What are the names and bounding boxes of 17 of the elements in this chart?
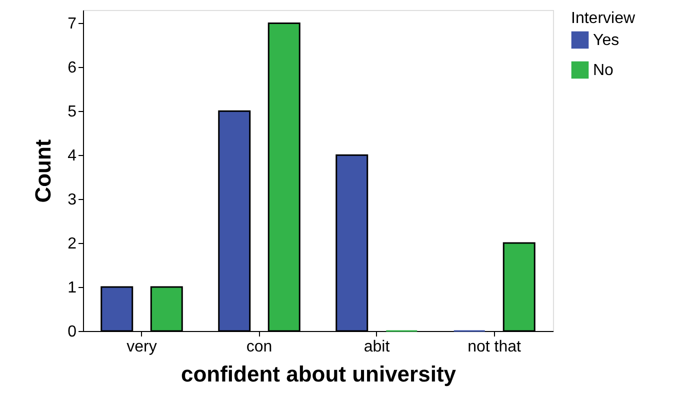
y-tick-label: 3 — [68, 192, 77, 209]
y-tick-label: 1 — [68, 280, 77, 297]
x-tick-label: very — [126, 338, 157, 356]
legend-label: No — [593, 62, 614, 79]
y-tick-label: 7 — [68, 16, 77, 33]
y-tick-label: 5 — [68, 104, 77, 121]
y-tick-label: 4 — [68, 148, 77, 165]
legend-title: Interview — [571, 10, 636, 27]
y-tick-label: 0 — [68, 324, 77, 340]
legend-label: Yes — [593, 32, 620, 49]
y-axis-title: Count — [30, 138, 56, 203]
y-tick-label: 6 — [68, 60, 77, 77]
y-tick-label: 2 — [68, 236, 77, 253]
x-tick-label: not that — [468, 338, 522, 356]
x-axis-title: confident about university — [180, 362, 457, 386]
x-tick-label: con — [246, 338, 272, 356]
x-tick-label: abit — [364, 338, 390, 356]
